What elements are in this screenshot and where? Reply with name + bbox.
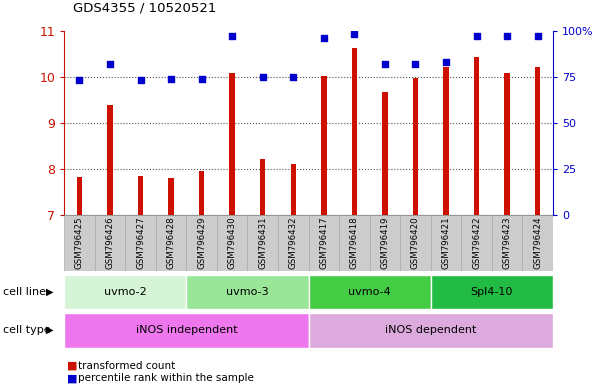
- Text: cell line: cell line: [3, 287, 46, 297]
- Bar: [169, 178, 174, 215]
- Bar: [400, 215, 431, 271]
- Text: GDS4355 / 10520521: GDS4355 / 10520521: [73, 2, 217, 15]
- Bar: [444, 67, 449, 215]
- Bar: [370, 215, 400, 271]
- Point: [380, 61, 390, 67]
- Bar: [260, 159, 265, 215]
- Point: [166, 76, 176, 82]
- Text: GSM796423: GSM796423: [503, 217, 511, 269]
- Text: Spl4-10: Spl4-10: [470, 287, 513, 297]
- Text: cell type: cell type: [3, 325, 51, 335]
- Bar: [199, 171, 205, 215]
- Bar: [339, 215, 370, 271]
- Point: [227, 33, 237, 39]
- Bar: [64, 313, 309, 348]
- Text: iNOS independent: iNOS independent: [136, 325, 237, 335]
- Bar: [309, 275, 431, 309]
- Bar: [382, 92, 388, 215]
- Bar: [95, 215, 125, 271]
- Text: GSM796431: GSM796431: [258, 217, 267, 269]
- Point: [197, 76, 207, 82]
- Text: GSM796420: GSM796420: [411, 217, 420, 269]
- Text: uvmo-4: uvmo-4: [348, 287, 391, 297]
- Text: uvmo-3: uvmo-3: [226, 287, 269, 297]
- Bar: [413, 78, 419, 215]
- Bar: [321, 76, 326, 215]
- Text: iNOS dependent: iNOS dependent: [385, 325, 477, 335]
- Text: GSM796419: GSM796419: [381, 217, 389, 269]
- Text: GSM796417: GSM796417: [320, 217, 328, 269]
- Bar: [505, 73, 510, 215]
- Text: GSM796427: GSM796427: [136, 217, 145, 269]
- Bar: [431, 275, 553, 309]
- Text: GSM796432: GSM796432: [289, 217, 298, 269]
- Text: GSM796430: GSM796430: [228, 217, 236, 269]
- Bar: [492, 215, 522, 271]
- Bar: [522, 215, 553, 271]
- Bar: [217, 215, 247, 271]
- Text: GSM796422: GSM796422: [472, 217, 481, 269]
- Point: [75, 78, 84, 84]
- Bar: [291, 164, 296, 215]
- Bar: [156, 215, 186, 271]
- Text: ▶: ▶: [46, 325, 54, 335]
- Text: GSM796425: GSM796425: [75, 217, 84, 269]
- Point: [349, 31, 359, 38]
- Text: GSM796429: GSM796429: [197, 217, 206, 269]
- Text: GSM796428: GSM796428: [167, 217, 175, 269]
- Bar: [247, 215, 278, 271]
- Bar: [64, 215, 95, 271]
- Point: [136, 78, 145, 84]
- Point: [319, 35, 329, 41]
- Text: transformed count: transformed count: [78, 361, 175, 371]
- Text: ■: ■: [67, 373, 78, 383]
- Bar: [474, 58, 480, 215]
- Text: percentile rank within the sample: percentile rank within the sample: [78, 373, 254, 383]
- Bar: [138, 176, 144, 215]
- Point: [258, 74, 268, 80]
- Bar: [431, 215, 461, 271]
- Bar: [352, 48, 357, 215]
- Bar: [186, 275, 309, 309]
- Bar: [64, 275, 186, 309]
- Point: [288, 74, 298, 80]
- Text: GSM796426: GSM796426: [106, 217, 114, 269]
- Bar: [278, 215, 309, 271]
- Text: ■: ■: [67, 361, 78, 371]
- Bar: [125, 215, 156, 271]
- Point: [411, 61, 420, 67]
- Bar: [230, 73, 235, 215]
- Point: [105, 61, 115, 67]
- Bar: [309, 215, 339, 271]
- Bar: [108, 105, 113, 215]
- Point: [441, 59, 451, 65]
- Text: GSM796418: GSM796418: [350, 217, 359, 269]
- Text: GSM796421: GSM796421: [442, 217, 450, 269]
- Bar: [309, 313, 553, 348]
- Text: uvmo-2: uvmo-2: [104, 287, 147, 297]
- Bar: [186, 215, 217, 271]
- Bar: [535, 67, 541, 215]
- Text: ▶: ▶: [46, 287, 54, 297]
- Bar: [461, 215, 492, 271]
- Text: GSM796424: GSM796424: [533, 217, 542, 269]
- Point: [472, 33, 481, 39]
- Point: [502, 33, 512, 39]
- Bar: [77, 177, 82, 215]
- Point: [533, 33, 543, 39]
